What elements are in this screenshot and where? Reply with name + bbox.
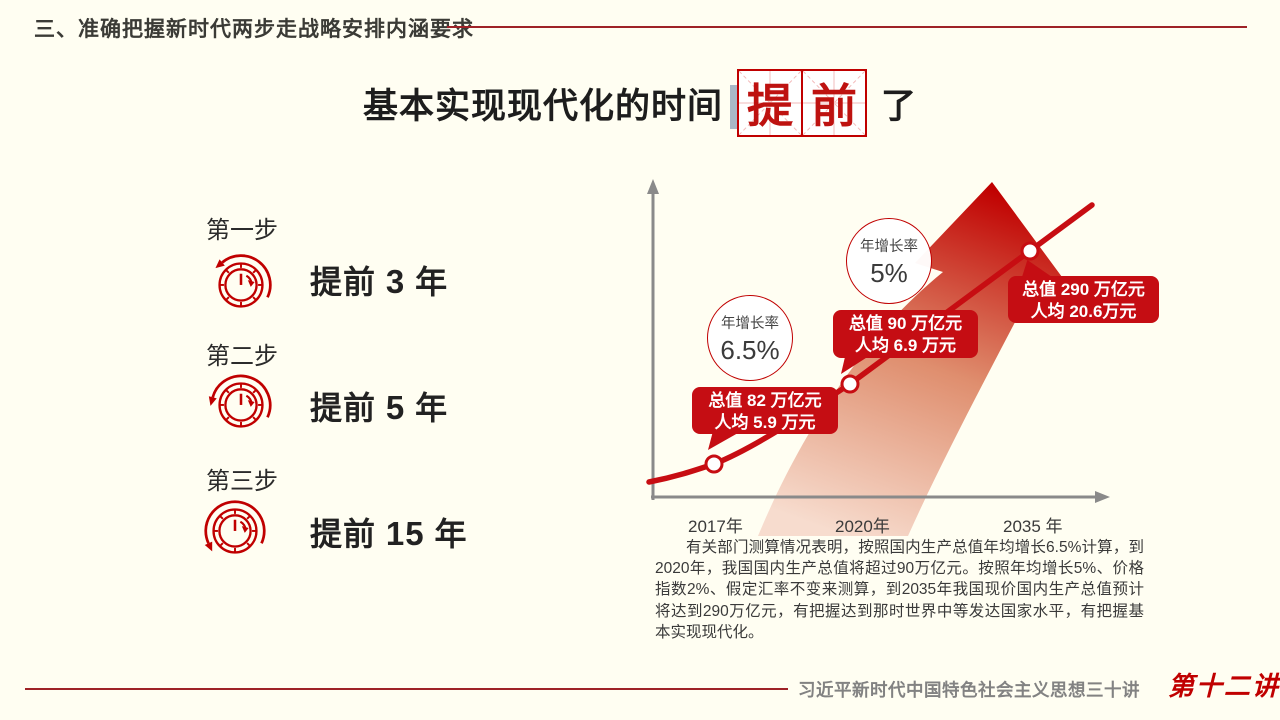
x-tick-2035: 2035 年 (1003, 517, 1063, 536)
box-shadow-accent (730, 85, 738, 129)
callout-total: 总值 290 万亿元 (1022, 280, 1145, 299)
data-point-2035 (1020, 241, 1040, 261)
calligraphy-box: 提 (737, 69, 803, 137)
rewind-clock-icon (204, 500, 266, 554)
step3-number: 15 (385, 515, 425, 552)
x-tick-2017: 2017年 (688, 517, 743, 536)
step1-prefix: 提前 (310, 264, 386, 300)
x-axis-arrowhead (1095, 491, 1110, 503)
footer-series-title: 习近平新时代中国特色社会主义思想三十讲 (798, 680, 1140, 700)
step3-unit: 年 (424, 516, 468, 552)
callout-per-capita: 人均 6.9 万元 (854, 336, 957, 355)
callout-2020: 总值 90 万亿元 人均 6.9 万元 (833, 310, 978, 374)
data-point-2017 (704, 454, 724, 474)
y-axis-arrowhead (647, 179, 659, 194)
step2-label: 第二步 (206, 343, 278, 370)
calligraphy-grid-icon (803, 71, 865, 135)
step1-unit: 年 (405, 264, 449, 300)
x-tick-2020: 2020年 (835, 517, 890, 536)
gdp-growth-chart: 年增长率 6.5% 年增长率 5% 总值 82 万亿元 人均 5.9 万元 总值… (645, 160, 1165, 540)
step1-label: 第一步 (206, 217, 278, 244)
rewind-clock-icon (208, 374, 272, 428)
callout-total: 总值 82 万亿元 (708, 391, 822, 410)
growth-rate-value: 6.5% (720, 335, 780, 365)
step3-label: 第三步 (206, 468, 278, 495)
step2-number: 5 (385, 389, 406, 426)
footer-rule (25, 688, 788, 690)
growth-rate-circle-1: 年增长率 6.5% (707, 295, 793, 381)
section-title: 三、准确把握新时代两步走战略安排内涵要求 (34, 18, 474, 41)
step2-prefix: 提前 (310, 390, 386, 426)
page-title: 基本实现现代化的时间 提 前 (0, 64, 1280, 142)
callout-per-capita: 人均 5.9 万元 (714, 413, 816, 432)
step2-value: 提前 5 年 (310, 386, 448, 430)
growth-rate-label: 年增长率 (721, 316, 779, 332)
header-rule (447, 26, 1247, 28)
calligraphy-boxes: 提 前 (730, 69, 867, 137)
growth-rate-circle-2: 年增长率 5% (846, 218, 932, 304)
callout-per-capita: 人均 20.6万元 (1030, 302, 1137, 321)
step2-unit: 年 (405, 390, 449, 426)
highlight-char: 提 (747, 79, 793, 133)
explanation-paragraph: 有关部门测算情况表明，按照国内生产总值年均增长6.5%计算，到2020年，我国国… (655, 539, 1144, 641)
callout-2017: 总值 82 万亿元 人均 5.9 万元 (692, 387, 838, 450)
step1-value: 提前 3 年 (310, 260, 448, 304)
calligraphy-grid-icon (739, 71, 801, 135)
growth-rate-label: 年增长率 (860, 239, 918, 255)
title-prefix: 基本实现现代化的时间 (362, 86, 723, 126)
step1-number: 3 (385, 263, 406, 300)
step3-value: 提前 15 年 (310, 512, 468, 556)
data-point-2020 (840, 374, 860, 394)
title-suffix: 了 (881, 86, 918, 126)
growth-rate-value: 5% (870, 258, 908, 288)
lecture-number-badge: 第十二讲 (1168, 672, 1280, 702)
trend-arrow-shape (758, 182, 1062, 536)
rewind-clock-icon (215, 254, 272, 308)
callout-2035: 总值 290 万亿元 人均 20.6万元 (1008, 260, 1159, 323)
callout-total: 总值 90 万亿元 (848, 314, 963, 333)
highlight-char: 前 (811, 79, 857, 133)
step3-prefix: 提前 (310, 516, 386, 552)
calligraphy-box: 前 (801, 69, 867, 137)
